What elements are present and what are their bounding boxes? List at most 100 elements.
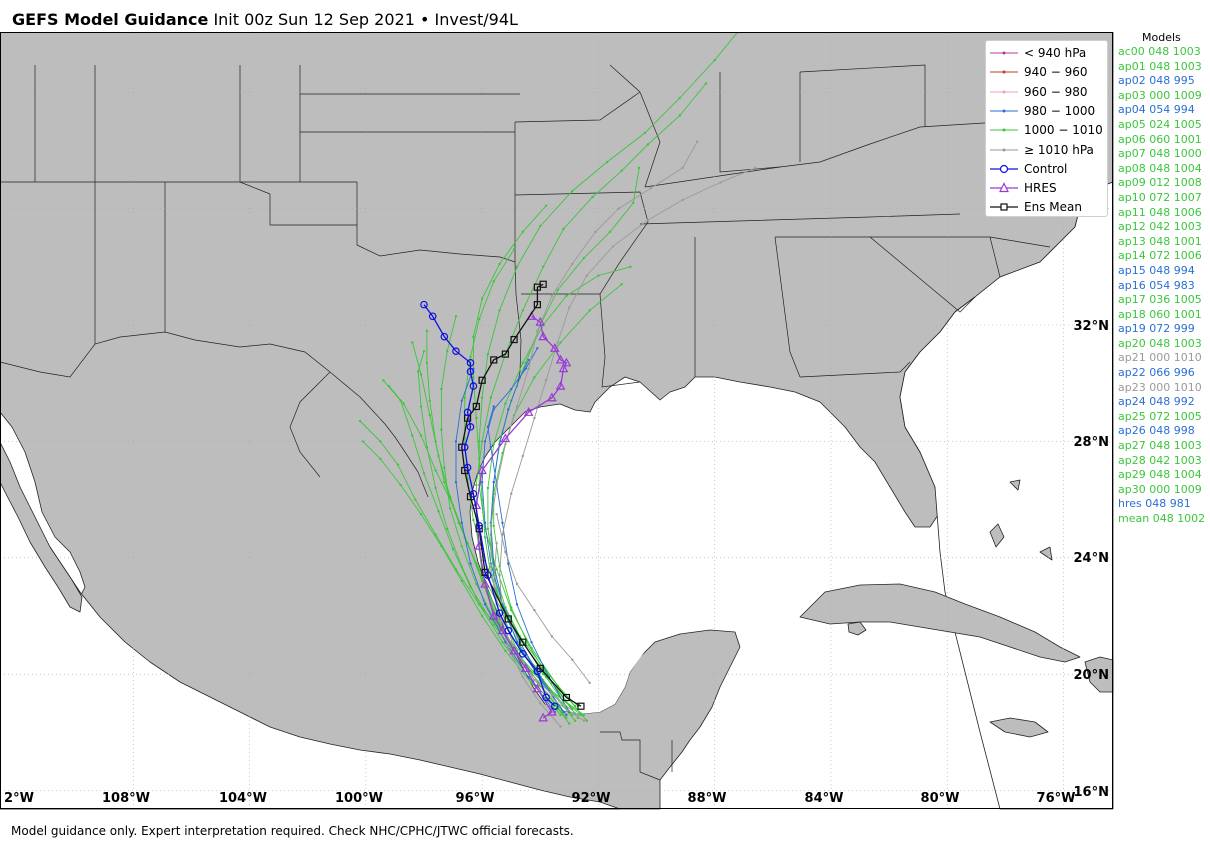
hres-track-marker (549, 343, 560, 352)
hres-track-marker (500, 433, 511, 443)
ens-mean-track-marker (490, 356, 498, 364)
mississippi-line (599, 293, 641, 388)
control-track-marker (550, 702, 559, 711)
ensemble-member-point (361, 440, 365, 443)
kentucky-line (644, 126, 921, 188)
control-track-marker (463, 463, 472, 472)
lon-label-88w: 88°W (687, 791, 727, 806)
model-list-item: ap18 060 1001 (1118, 307, 1202, 321)
map-legend: < 940 hPa 940 − 960 960 − 980 980 − 1000 100… (985, 40, 1108, 217)
ensemble-member-point (486, 527, 490, 530)
ensemble-member-point (536, 329, 539, 333)
gridlines (0, 32, 1113, 809)
ensemble-member-point (469, 562, 472, 565)
ensemble-member-point (539, 702, 542, 705)
lon-label-108w: 108°W (102, 791, 150, 806)
ensemble-member-point (425, 329, 429, 333)
map-canvas[interactable] (0, 32, 1114, 810)
ensemble-member-track (481, 348, 564, 713)
ensemble-member-point (559, 713, 562, 717)
legend-swatch (990, 182, 1018, 193)
ensemble-member-point (480, 480, 484, 484)
control-track-marker (484, 571, 492, 580)
ensemble-member-point (509, 387, 513, 391)
ensemble-member-point (419, 373, 423, 376)
model-list-item: ap26 048 998 (1118, 424, 1195, 438)
ensemble-member-point (492, 562, 495, 565)
ensemble-member-point (434, 486, 437, 490)
model-list-item: ap12 042 1003 (1118, 220, 1202, 234)
ensemble-member-point (440, 544, 443, 548)
control-track-marker (466, 359, 475, 367)
ensemble-member-point (495, 512, 498, 516)
ensemble-member-point (515, 603, 519, 606)
ensemble-member-point (501, 521, 504, 525)
ensemble-member-point (440, 428, 443, 431)
ensemble-member-point (489, 396, 493, 399)
ensemble-member-point (573, 719, 577, 722)
ensemble-member-point (507, 408, 510, 411)
ensemble-member-point (678, 96, 681, 100)
ensemble-member-point (446, 349, 449, 353)
hres-track-marker (535, 316, 546, 326)
legend-swatch (990, 70, 1018, 74)
ensemble-member-point (495, 542, 498, 545)
ensemble-member-point (478, 317, 481, 321)
ens-mean-track-marker (478, 376, 486, 384)
ensemble-member-point (573, 705, 577, 708)
lon-label-96w: 96°W (455, 791, 495, 806)
ensemble-member-point (617, 207, 620, 210)
model-list-item: ap23 000 1010 (1118, 380, 1202, 394)
ensemble-member-point (419, 405, 423, 408)
ensemble-member-point (559, 725, 562, 728)
control-track-marker (495, 609, 504, 617)
ensemble-member-point (448, 507, 452, 510)
model-list-item: ap29 048 1004 (1118, 468, 1202, 482)
ens-mean-track-marker (562, 693, 571, 702)
ensemble-member-point (594, 230, 597, 234)
model-list-item: ap02 048 995 (1118, 74, 1195, 88)
legend-row: 940 − 960 (986, 63, 1088, 81)
ensemble-member-point (411, 341, 414, 344)
legend-marker (1002, 70, 1006, 74)
legend-swatch (990, 51, 1018, 55)
ensemble-member-point (379, 457, 382, 461)
ensemble-member-point (457, 521, 461, 525)
baja-california (0, 441, 83, 613)
model-list-item: ap09 012 1008 (1118, 176, 1202, 190)
ensemble-member-point (605, 160, 609, 164)
model-list-item: ap22 066 996 (1118, 366, 1195, 380)
ensemble-member-point (492, 524, 495, 527)
ensemble-member-point (460, 565, 463, 568)
model-list-item: ap16 054 983 (1118, 278, 1195, 292)
lat-label-16n: 16°N (1073, 785, 1109, 800)
legend-marker (1002, 51, 1006, 55)
hres-track-marker (538, 331, 548, 341)
ensemble-member-point (463, 396, 466, 399)
model-list-item: hres 048 981 (1118, 497, 1191, 511)
lon-label-104w: 104°W (219, 791, 267, 806)
control-track-marker (463, 408, 472, 417)
ensemble-member-point (492, 579, 495, 583)
lon-label-80w: 80°W (920, 791, 960, 806)
control-track-marker (533, 667, 542, 676)
control-track-marker (519, 650, 527, 658)
ensemble-member-point (460, 521, 463, 525)
ensemble-member-point (582, 713, 586, 717)
model-list-item: mean 048 1002 (1118, 512, 1206, 525)
ensemble-member-point (681, 198, 684, 202)
ensemble-member-point (539, 224, 542, 228)
ensemble-member-point (504, 649, 507, 653)
central-america-border (600, 731, 673, 781)
ensemble-member-point (486, 352, 490, 356)
ensemble-member-point (460, 544, 463, 548)
kansas-line (239, 65, 515, 182)
control-track-marker (469, 489, 478, 498)
ensemble-member-point (541, 265, 545, 268)
ensemble-member-point (434, 440, 437, 443)
us-mexico-border (0, 331, 429, 498)
ensemble-member-point (608, 230, 612, 234)
ensemble-member-point (414, 498, 417, 501)
ensemble-member-point (509, 608, 513, 612)
lon-label-100w: 100°W (335, 791, 383, 806)
